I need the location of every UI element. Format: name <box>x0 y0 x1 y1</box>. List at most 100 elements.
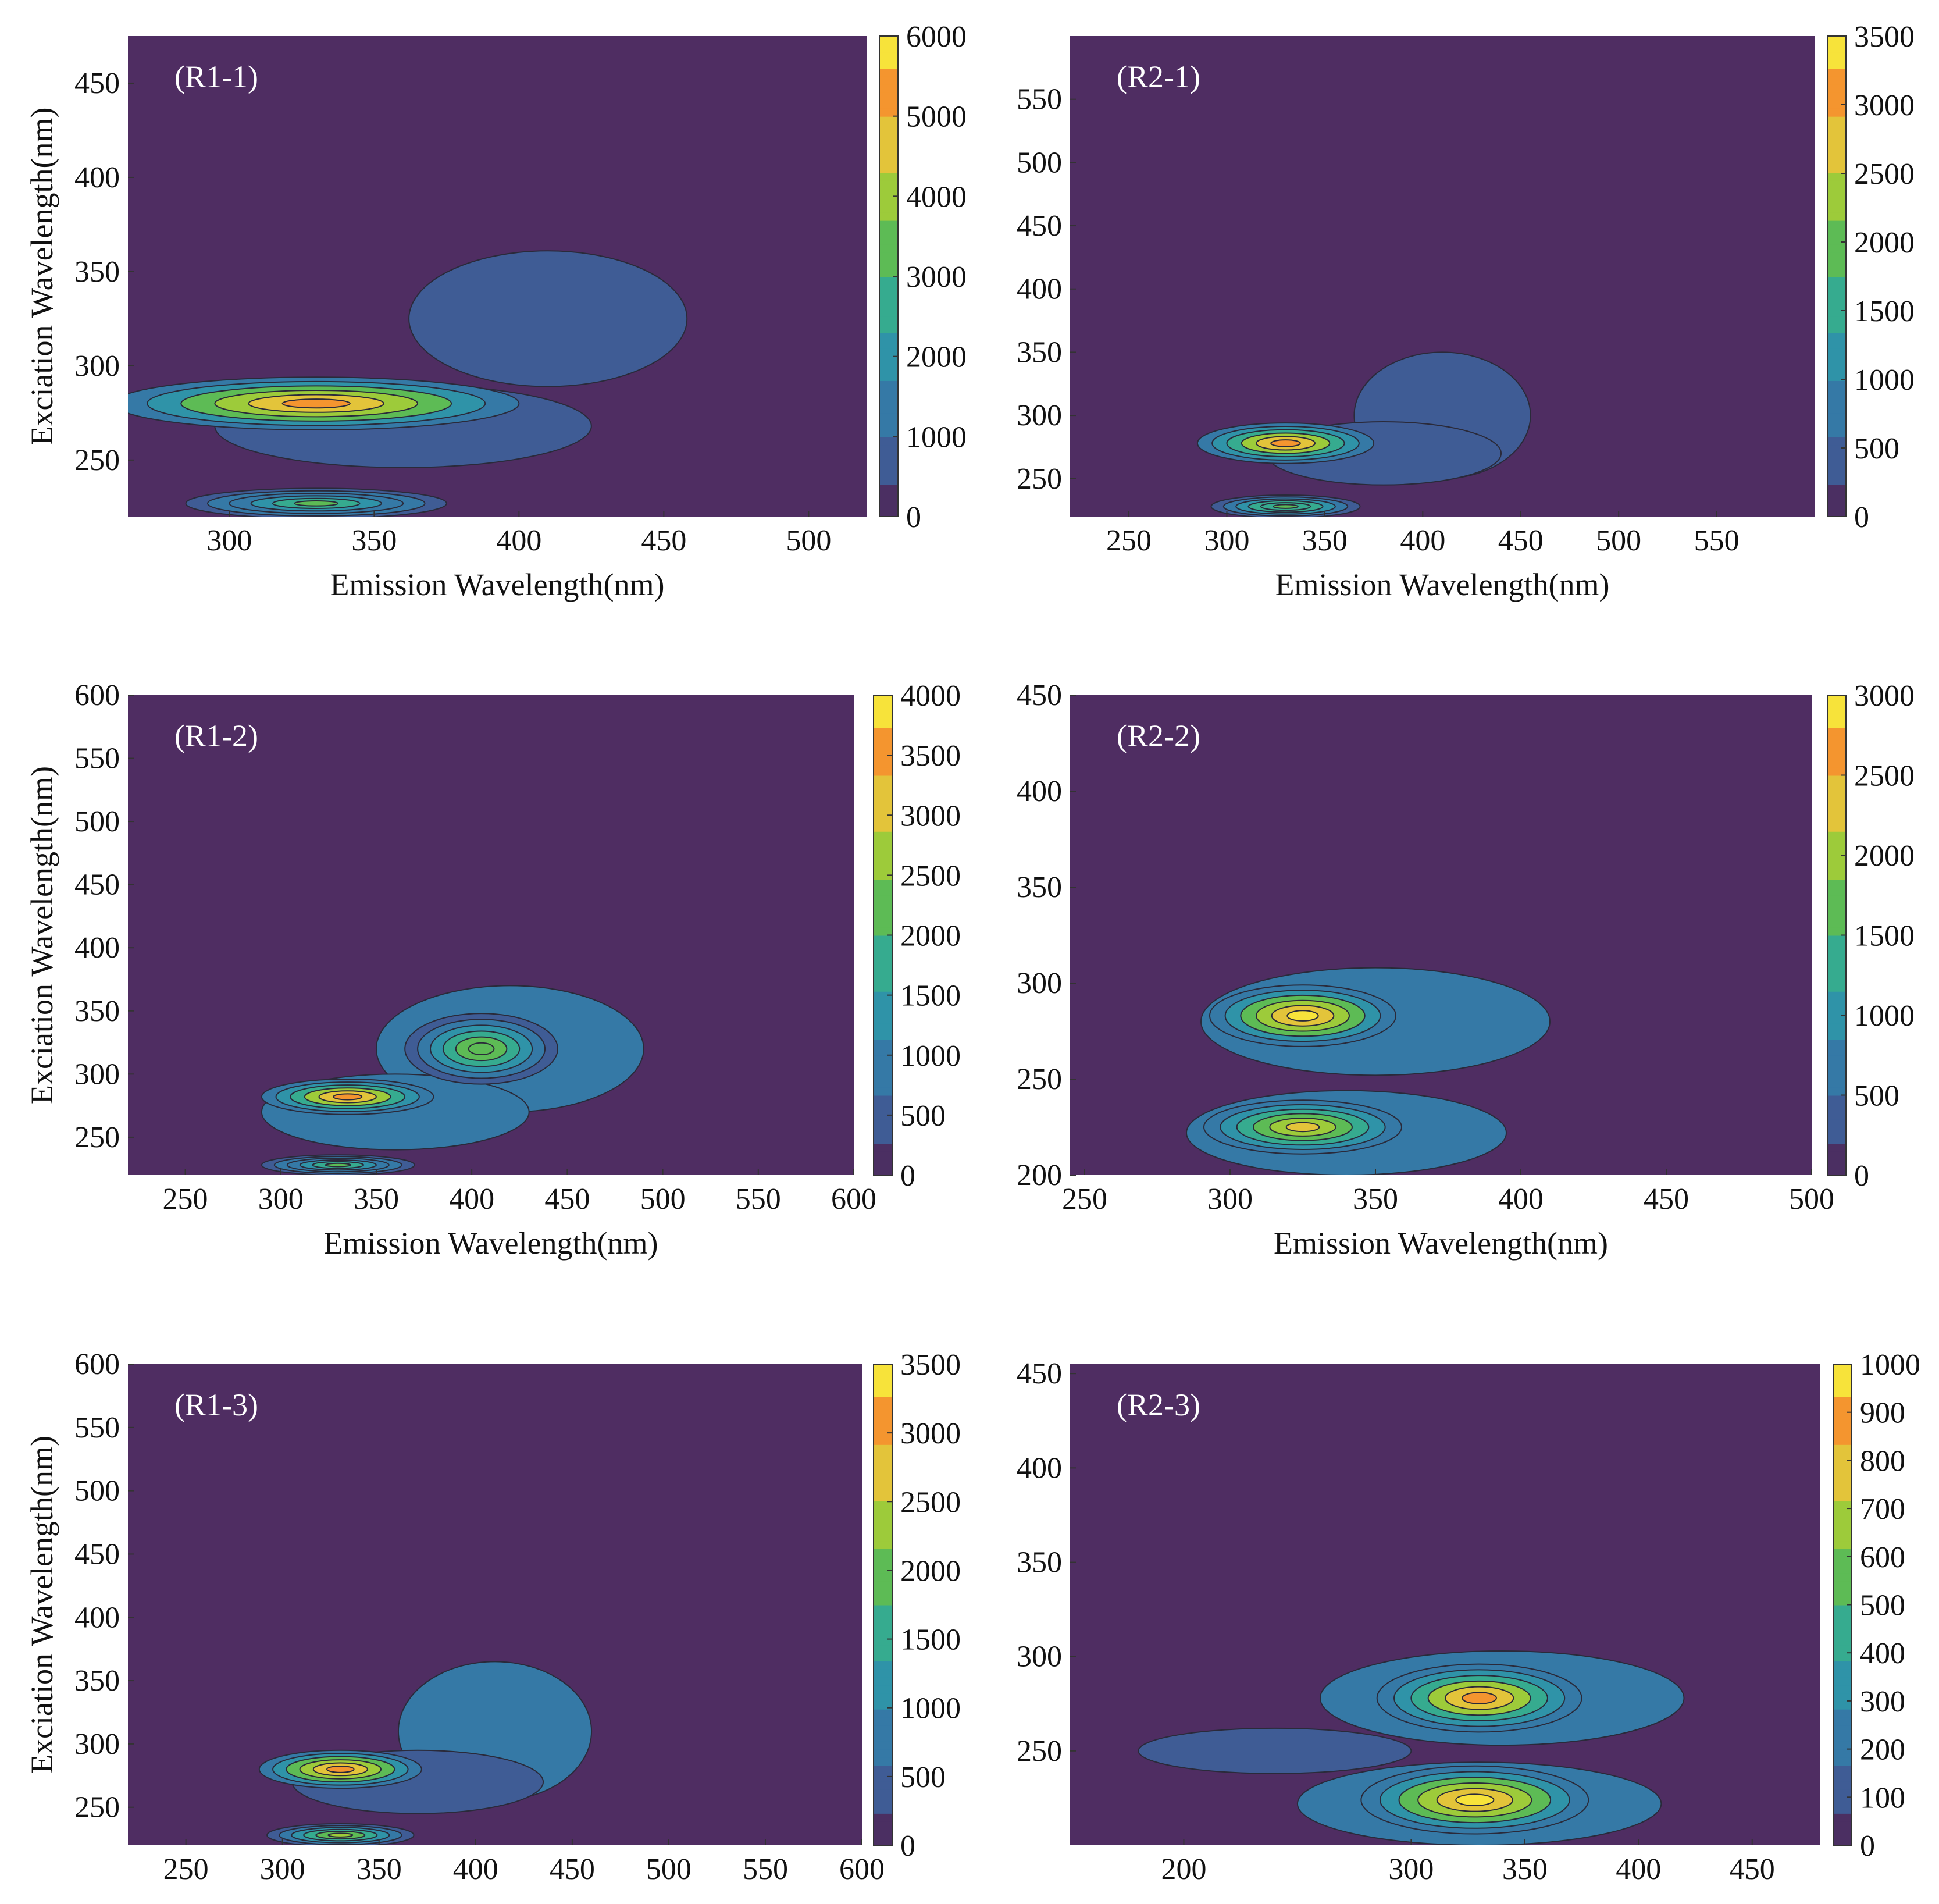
colorbar-segment <box>874 1420 892 1429</box>
colorbar-segment <box>874 1404 892 1413</box>
colorbar-segment <box>874 1031 892 1040</box>
y-tick-label: 300 <box>1017 1640 1062 1674</box>
colorbar-segment <box>874 1111 892 1120</box>
colorbar-segment <box>1827 92 1846 101</box>
colorbar-segment <box>879 412 898 421</box>
colorbar-segment <box>1827 999 1846 1008</box>
colorbar-segment <box>879 44 898 53</box>
colorbar-segment <box>1833 1556 1852 1565</box>
colorbar-segment <box>1833 1797 1852 1806</box>
colorbar-segment <box>874 1127 892 1136</box>
colorbar-segment <box>874 1380 892 1389</box>
x-tick-label: 600 <box>831 1183 876 1216</box>
colorbar-segment <box>874 727 892 736</box>
colorbar-segment <box>874 1007 892 1016</box>
colorbar-segment <box>1827 268 1846 277</box>
x-tick-label: 350 <box>1302 524 1348 557</box>
panel-label: (R2-1) <box>1117 59 1200 94</box>
colorbar-segment <box>874 815 892 824</box>
x-tick-label: 300 <box>206 524 252 557</box>
colorbar-segment <box>1827 340 1846 349</box>
colorbar-segment <box>1833 1564 1852 1574</box>
colorbar-tick-label: 1000 <box>906 421 967 454</box>
colorbar-segment <box>1827 935 1846 944</box>
y-tick-label: 400 <box>74 1601 120 1634</box>
colorbar-segment <box>874 1532 892 1542</box>
colorbar-segment <box>874 1588 892 1597</box>
y-tick-label: 400 <box>1017 1451 1062 1485</box>
colorbar-segment <box>1827 1135 1846 1144</box>
colorbar-segment <box>874 1364 892 1373</box>
colorbar-segment <box>1827 468 1846 478</box>
colorbar-segment <box>879 196 898 205</box>
x-tick-label: 300 <box>1388 1853 1434 1886</box>
y-tick-label: 350 <box>74 1664 120 1697</box>
colorbar-segment <box>1827 332 1846 341</box>
x-tick-label: 300 <box>260 1853 305 1886</box>
x-tick-label: 300 <box>1204 524 1249 557</box>
colorbar-segment <box>1827 1071 1846 1080</box>
y-tick-label: 300 <box>1017 967 1062 1000</box>
colorbar-segment <box>874 1079 892 1088</box>
colorbar-segment <box>874 823 892 832</box>
colorbar-segment <box>1833 1677 1852 1686</box>
panel-label: (R1-3) <box>174 1387 258 1422</box>
colorbar-segment <box>1827 300 1846 309</box>
colorbar-segment <box>1827 500 1846 510</box>
colorbar-segment <box>1827 204 1846 213</box>
colorbar-segment <box>1833 1685 1852 1694</box>
colorbar-segment <box>874 1797 892 1806</box>
x-tick-label: 450 <box>1730 1853 1775 1886</box>
x-tick-label: 400 <box>449 1183 494 1216</box>
colorbar-segment <box>1827 364 1846 373</box>
colorbar-tick-label: 500 <box>1854 1080 1899 1113</box>
colorbar-segment <box>879 428 898 437</box>
colorbar-segment <box>874 735 892 744</box>
colorbar-segment <box>879 308 898 317</box>
colorbar-segment <box>1833 1757 1852 1766</box>
colorbar-segment <box>874 919 892 928</box>
x-tick-label: 500 <box>786 524 831 557</box>
colorbar-tick-label: 0 <box>1860 1830 1875 1863</box>
colorbar-segment <box>879 324 898 333</box>
colorbar-tick-label: 3000 <box>900 1417 961 1450</box>
colorbar-segment <box>879 156 898 165</box>
colorbar: 0 500 1000 1500 2000 2500 3000 3500 <box>1827 20 1915 534</box>
colorbar-segment <box>874 1412 892 1421</box>
colorbar-segment <box>1827 36 1846 45</box>
colorbar-segment <box>874 1159 892 1168</box>
x-tick-label: 450 <box>641 524 686 557</box>
colorbar-segment <box>1833 1813 1852 1822</box>
colorbar-segment <box>1827 1047 1846 1056</box>
colorbar-segment <box>1827 703 1846 712</box>
colorbar-segment <box>1833 1468 1852 1477</box>
y-tick-label: 600 <box>74 1348 120 1381</box>
contour-region <box>408 250 688 387</box>
colorbar-segment <box>1827 759 1846 768</box>
x-tick-label: 250 <box>1062 1183 1107 1216</box>
colorbar-segment <box>1827 943 1846 952</box>
colorbar-segment <box>874 1167 892 1176</box>
y-tick-label: 450 <box>74 869 120 902</box>
colorbar-segment <box>874 1484 892 1493</box>
colorbar-segment <box>874 1468 892 1477</box>
colorbar-tick-label: 800 <box>1860 1444 1905 1478</box>
contour-level <box>1455 1793 1495 1806</box>
colorbar-tick-label: 3000 <box>900 799 961 832</box>
colorbar-segment <box>1827 727 1846 736</box>
colorbar-segment <box>1833 1645 1852 1654</box>
colorbar-segment <box>1833 1508 1852 1517</box>
colorbar-segment <box>879 244 898 253</box>
colorbar-segment <box>874 1460 892 1469</box>
colorbar-segment <box>1827 356 1846 365</box>
colorbar-segment <box>879 212 898 221</box>
colorbar-segment <box>1827 1023 1846 1032</box>
colorbar-segment <box>1827 396 1846 405</box>
colorbar-tick-label: 5000 <box>906 101 967 134</box>
colorbar-segment <box>874 783 892 792</box>
colorbar-tick-label: 2000 <box>900 1554 961 1588</box>
x-tick-label: 350 <box>351 524 397 557</box>
colorbar-segment <box>879 68 898 77</box>
y-tick-label: 350 <box>74 995 120 1028</box>
contour-layer <box>1138 1650 1685 1845</box>
